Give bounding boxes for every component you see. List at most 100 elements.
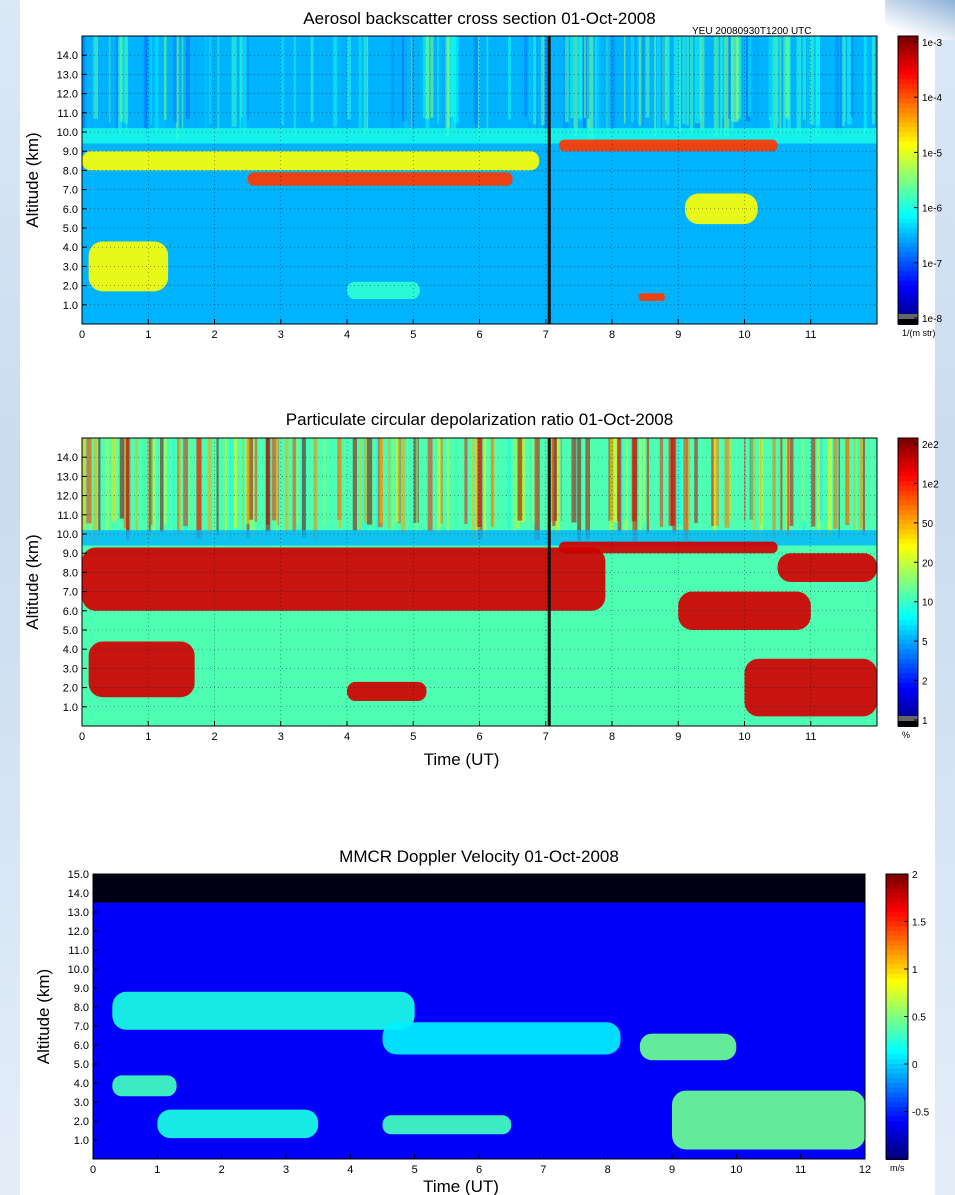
noise-stripe xyxy=(555,438,560,541)
noise-stripe xyxy=(105,438,110,537)
colorbar-step xyxy=(886,1102,908,1108)
noise-stripe xyxy=(188,438,192,542)
colorbar-step xyxy=(886,878,908,885)
x-tick-label: 0 xyxy=(79,329,85,341)
data-region-8 xyxy=(638,293,665,301)
noise-stripe xyxy=(142,36,144,126)
noise-stripe xyxy=(512,438,518,532)
x-tick-label: 5 xyxy=(410,329,416,341)
noise-stripe xyxy=(396,36,399,127)
noise-stripe xyxy=(517,438,523,521)
noise-stripe xyxy=(403,36,408,139)
y-tick-label: 3.0 xyxy=(63,261,78,273)
noise-stripe xyxy=(98,438,101,532)
noise-stripe xyxy=(531,438,536,523)
noise-stripe xyxy=(245,438,250,525)
y-tick-label: 8.0 xyxy=(74,1002,89,1014)
outage-line xyxy=(547,36,551,324)
noise-stripe xyxy=(284,438,289,534)
y-tick-label: 14.0 xyxy=(68,888,89,900)
x-tick-label: 1 xyxy=(145,731,151,743)
y-tick-label: 6.0 xyxy=(63,606,78,618)
colorbar-step xyxy=(886,988,908,994)
noise-stripe xyxy=(266,438,270,525)
colorbar-step xyxy=(898,591,918,598)
noise-stripe xyxy=(840,36,842,136)
noise-stripe xyxy=(363,36,367,136)
colorbar-step xyxy=(886,1040,908,1046)
background-corner xyxy=(885,0,955,40)
y-tick-label: 4.0 xyxy=(63,644,78,656)
colorbar-step xyxy=(898,309,918,316)
colorbar-unit: 1/(m str) xyxy=(902,328,936,338)
x-tick-label: 6 xyxy=(476,731,482,743)
colorbar-step xyxy=(898,514,918,521)
colorbar-step xyxy=(898,682,918,689)
noise-stripe xyxy=(787,438,790,537)
noise-stripe xyxy=(366,36,369,132)
colorbar-step xyxy=(898,702,918,708)
noise-stripe xyxy=(609,438,614,535)
colorbar-step xyxy=(898,60,918,66)
noise-stripe xyxy=(759,438,762,525)
noise-stripe xyxy=(519,438,525,523)
colorbar-step xyxy=(898,295,918,301)
noise-stripe xyxy=(699,36,702,121)
colorbar-step xyxy=(886,916,908,923)
colorbar-step xyxy=(898,634,918,641)
colorbar-step xyxy=(898,88,918,95)
colorbar-nodata xyxy=(898,721,918,726)
colorbar-step xyxy=(886,1154,908,1160)
y-tick-label: 7.0 xyxy=(63,185,78,197)
colorbar-step xyxy=(898,242,918,249)
colorbar-step xyxy=(898,79,918,85)
colorbar-step xyxy=(886,888,908,894)
colorbar-step xyxy=(898,151,918,157)
noise-stripe xyxy=(607,36,610,136)
colorbar-step xyxy=(898,481,918,487)
noise-stripe xyxy=(152,438,156,540)
noise-stripe xyxy=(296,438,299,523)
noise-stripe xyxy=(577,438,582,541)
colorbar-step xyxy=(898,127,918,133)
colorbar-step xyxy=(898,529,918,535)
noise-stripe xyxy=(126,438,130,541)
colorbar-step xyxy=(898,649,918,655)
y-tick-label: 8.0 xyxy=(63,165,78,177)
noise-stripe xyxy=(724,438,730,528)
colorbar-step xyxy=(886,874,908,880)
noise-stripe xyxy=(594,36,597,129)
colorbar-step xyxy=(886,997,908,1004)
colorbar-tick-label: 20 xyxy=(922,558,934,569)
noise-field xyxy=(82,36,877,140)
noise-stripe xyxy=(183,438,189,527)
noise-stripe xyxy=(292,438,297,532)
noise-stripe xyxy=(388,438,391,529)
colorbar-step xyxy=(898,553,918,559)
x-tick-label: 7 xyxy=(543,731,549,743)
noise-stripe xyxy=(178,36,181,130)
noise-stripe xyxy=(359,438,362,541)
colorbar-step xyxy=(898,577,918,583)
y-tick-label: 7.0 xyxy=(74,1021,89,1033)
noise-stripe xyxy=(450,36,457,130)
noise-stripe xyxy=(93,36,98,119)
noise-stripe xyxy=(447,36,451,128)
grid xyxy=(81,438,877,726)
colorbar-step xyxy=(898,290,918,297)
y-tick-label: 4.0 xyxy=(63,242,78,254)
noise-stripe xyxy=(83,36,85,131)
colorbar-frame xyxy=(897,35,919,325)
noise-stripe xyxy=(841,36,845,127)
y-tick-label: 10.0 xyxy=(68,964,89,976)
colorbar-step xyxy=(898,45,918,52)
noise-stripe xyxy=(410,36,413,135)
y-axis-label: Altitude (km) xyxy=(23,132,42,227)
x-tick-label: 10 xyxy=(730,1164,742,1176)
noise-stripe xyxy=(754,36,759,127)
colorbar-step xyxy=(898,74,918,81)
colorbar-tick-label: 10 xyxy=(922,598,934,609)
noise-stripe xyxy=(728,36,731,119)
colorbar-step xyxy=(898,678,918,684)
noise-stripe xyxy=(82,438,86,541)
